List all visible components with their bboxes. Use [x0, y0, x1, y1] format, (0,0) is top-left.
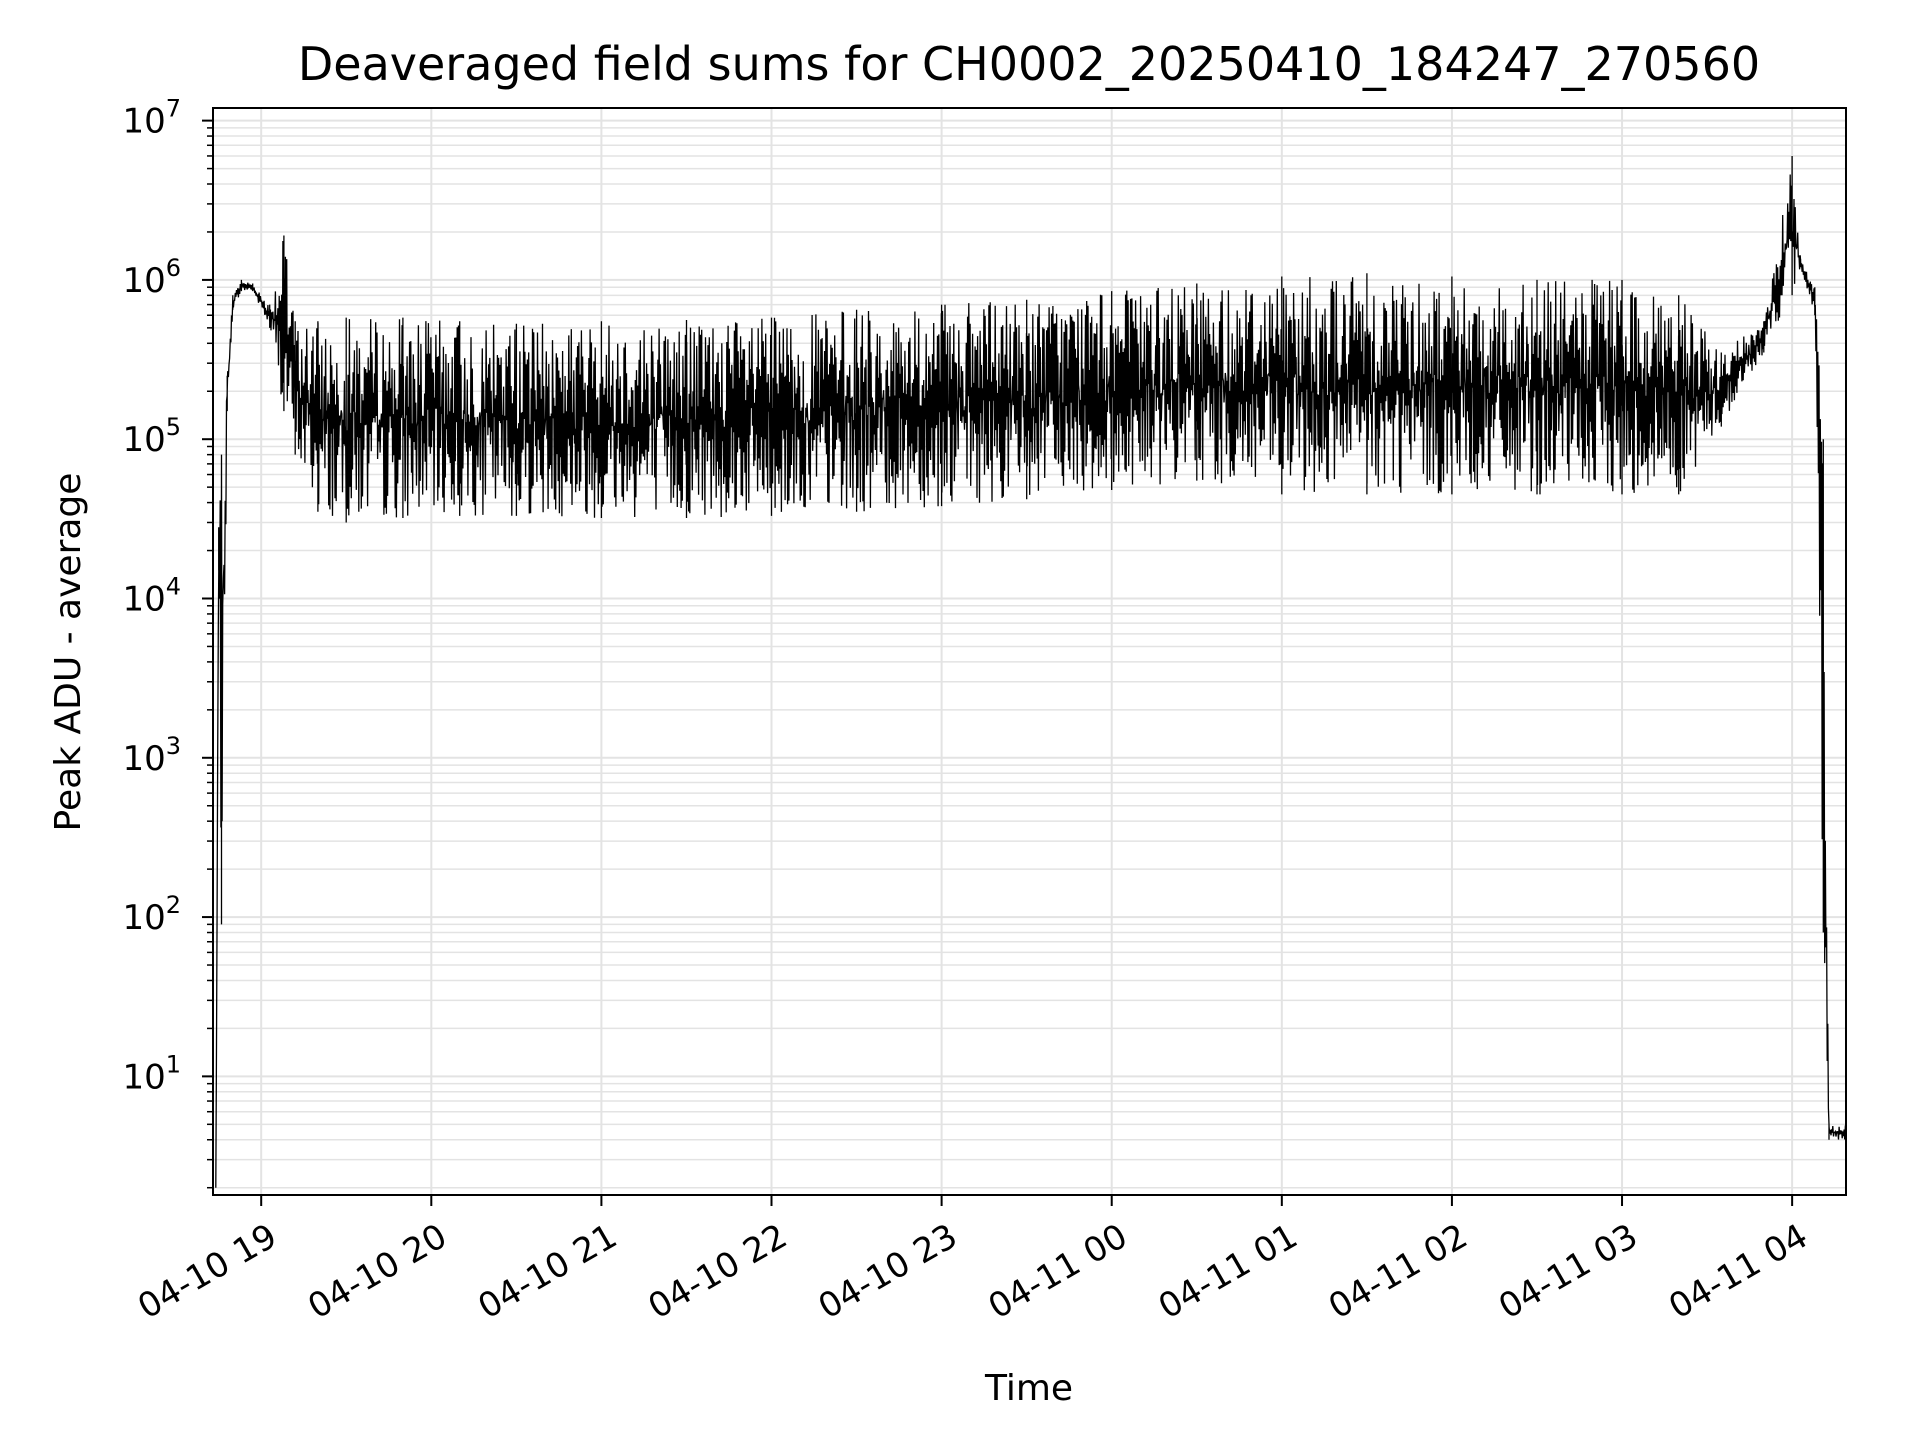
- x-axis-label: Time: [984, 1368, 1073, 1409]
- series-line: [215, 156, 1846, 1188]
- plot-frame: [212, 107, 1847, 1196]
- y-axis: 101 102 103 104 105 106 107: [122, 95, 213, 1189]
- y-tick-label: 104: [122, 572, 181, 619]
- y-tick-label: 103: [122, 732, 181, 779]
- y-tick-label: 105: [122, 413, 181, 460]
- y-tick-label: 102: [122, 891, 181, 938]
- y-axis-label: Peak ADU - average: [48, 473, 89, 832]
- chart-title: Deaveraged field sums for CH0002_2025041…: [298, 37, 1760, 91]
- y-tick-label: 106: [122, 254, 181, 301]
- y-tick-label: 107: [122, 95, 181, 142]
- series-layer: [215, 156, 1846, 1188]
- y-tick-label: 101: [122, 1050, 181, 1097]
